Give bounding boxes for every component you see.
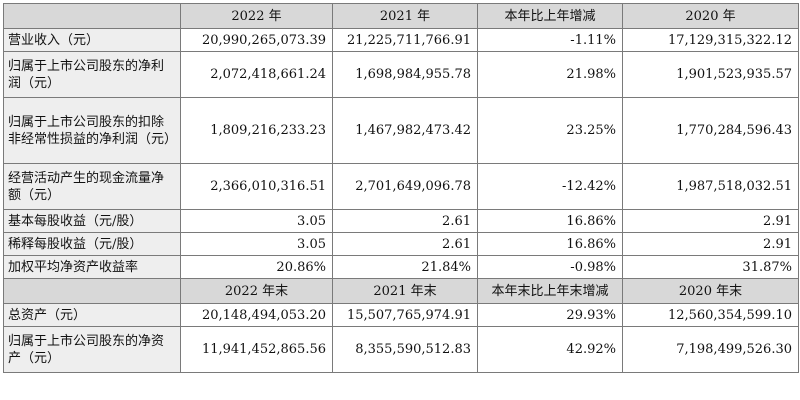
- value-cell: 3.05: [180, 209, 333, 233]
- value-cell: 2.61: [332, 209, 478, 233]
- value-cell: 31.87%: [622, 255, 799, 279]
- row-label: 归属于上市公司股东的扣除非经常性损益的净利润（元）: [3, 97, 181, 164]
- table-row: 总资产（元） 20,148,494,053.20 15,507,765,974.…: [3, 303, 799, 327]
- value-cell: 20.86%: [180, 255, 333, 279]
- table-row: 加权平均净资产收益率 20.86% 21.84% -0.98% 31.87%: [3, 255, 799, 279]
- header-cell: 本年末比上年末增减: [477, 278, 623, 304]
- value-cell: 2,366,010,316.51: [180, 163, 333, 210]
- header-cell: 2022 年末: [180, 278, 333, 304]
- value-cell: 8,355,590,512.83: [332, 326, 478, 373]
- header-cell: 2020 年末: [622, 278, 799, 304]
- table-row: 营业收入（元） 20,990,265,073.39 21,225,711,766…: [3, 28, 799, 52]
- value-cell: 1,987,518,032.51: [622, 163, 799, 210]
- table-header-row: 2022 年 2021 年 本年比上年增减 2020 年: [3, 3, 799, 29]
- value-cell: 1,770,284,596.43: [622, 97, 799, 164]
- value-cell: 3.05: [180, 232, 333, 256]
- value-cell: 16.86%: [477, 232, 623, 256]
- value-cell: 16.86%: [477, 209, 623, 233]
- value-cell: 20,990,265,073.39: [180, 28, 333, 52]
- value-cell: -0.98%: [477, 255, 623, 279]
- value-cell: 2.61: [332, 232, 478, 256]
- table-row: 基本每股收益（元/股） 3.05 2.61 16.86% 2.91: [3, 209, 799, 233]
- row-label: 营业收入（元）: [3, 28, 181, 52]
- value-cell: 21.98%: [477, 51, 623, 98]
- value-cell: 15,507,765,974.91: [332, 303, 478, 327]
- row-label: 总资产（元）: [3, 303, 181, 327]
- row-label: 经营活动产生的现金流量净额（元）: [3, 163, 181, 210]
- value-cell: 1,809,216,233.23: [180, 97, 333, 164]
- row-label: 归属于上市公司股东的净资产（元）: [3, 326, 181, 373]
- table-row: 归属于上市公司股东的净资产（元） 11,941,452,865.56 8,355…: [3, 326, 799, 373]
- header-cell: 本年比上年增减: [477, 3, 623, 29]
- value-cell: -1.11%: [477, 28, 623, 52]
- table-row: 稀释每股收益（元/股） 3.05 2.61 16.86% 2.91: [3, 232, 799, 256]
- value-cell: 11,941,452,865.56: [180, 326, 333, 373]
- value-cell: 2,701,649,096.78: [332, 163, 478, 210]
- value-cell: 2.91: [622, 209, 799, 233]
- row-label: 加权平均净资产收益率: [3, 255, 181, 279]
- value-cell: 21,225,711,766.91: [332, 28, 478, 52]
- table-row: 归属于上市公司股东的净利润（元） 2,072,418,661.24 1,698,…: [3, 51, 799, 98]
- value-cell: 2.91: [622, 232, 799, 256]
- header-blank-cell: [3, 3, 181, 29]
- header-blank-cell: [3, 278, 181, 304]
- table-row: 归属于上市公司股东的扣除非经常性损益的净利润（元） 1,809,216,233.…: [3, 97, 799, 164]
- value-cell: 2,072,418,661.24: [180, 51, 333, 98]
- row-label: 归属于上市公司股东的净利润（元）: [3, 51, 181, 98]
- value-cell: 1,467,982,473.42: [332, 97, 478, 164]
- header-cell: 2020 年: [622, 3, 799, 29]
- value-cell: 17,129,315,322.12: [622, 28, 799, 52]
- value-cell: 29.93%: [477, 303, 623, 327]
- header-cell: 2021 年: [332, 3, 478, 29]
- table-row: 经营活动产生的现金流量净额（元） 2,366,010,316.51 2,701,…: [3, 163, 799, 210]
- value-cell: 1,698,984,955.78: [332, 51, 478, 98]
- value-cell: 20,148,494,053.20: [180, 303, 333, 327]
- value-cell: 7,198,499,526.30: [622, 326, 799, 373]
- value-cell: 1,901,523,935.57: [622, 51, 799, 98]
- value-cell: 12,560,354,599.10: [622, 303, 799, 327]
- value-cell: 21.84%: [332, 255, 478, 279]
- row-label: 稀释每股收益（元/股）: [3, 232, 181, 256]
- row-label: 基本每股收益（元/股）: [3, 209, 181, 233]
- table-header-row: 2022 年末 2021 年末 本年末比上年末增减 2020 年末: [3, 278, 799, 304]
- header-cell: 2021 年末: [332, 278, 478, 304]
- value-cell: 23.25%: [477, 97, 623, 164]
- header-cell: 2022 年: [180, 3, 333, 29]
- value-cell: 42.92%: [477, 326, 623, 373]
- value-cell: -12.42%: [477, 163, 623, 210]
- financial-data-table: 2022 年 2021 年 本年比上年增减 2020 年 营业收入（元） 20,…: [3, 3, 799, 373]
